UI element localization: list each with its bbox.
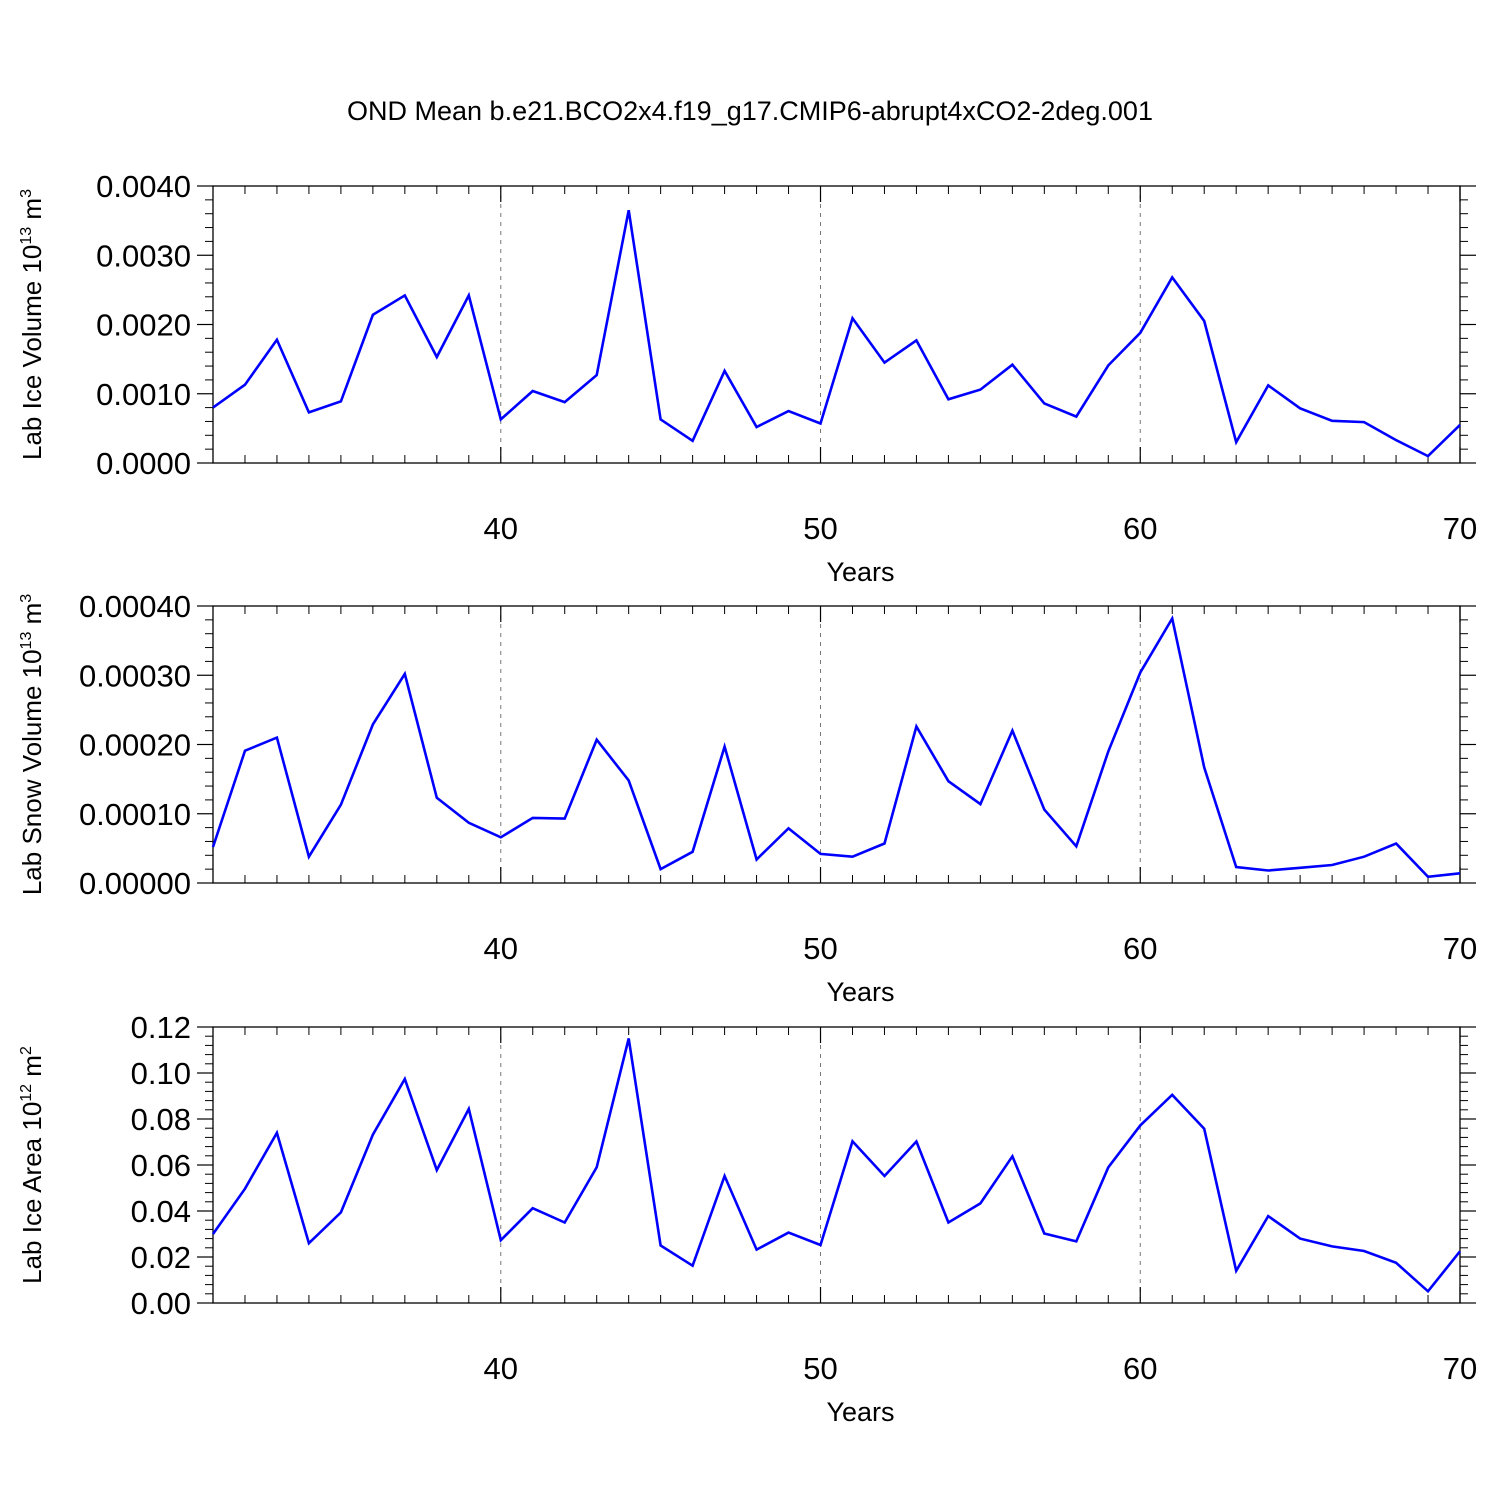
- y-tick-label: 0.0020: [96, 308, 191, 343]
- y-tick-label: 0.0030: [96, 238, 191, 273]
- y-tick-label: 0.0000: [96, 446, 191, 481]
- y-tick-label: 0.00020: [79, 728, 191, 763]
- y-tick-label: 0.00000: [79, 866, 191, 901]
- y-tick-label: 0.00040: [79, 589, 191, 624]
- plot-frame: [212, 1026, 1461, 1304]
- y-tick-label: 0.10: [131, 1056, 191, 1091]
- y-axis-label: Lab Ice Volume 1013 m3: [17, 189, 47, 460]
- y-tick-label: 0.08: [131, 1102, 191, 1137]
- panel-2: 40 50 60 70 0.00000 0.00010 0.00020 0.00030 0.00…: [17, 589, 1477, 1007]
- series-line: [212, 209, 1461, 458]
- x-tick-label: 60: [1123, 1351, 1157, 1386]
- plot-frame: [212, 605, 1461, 884]
- y-tick-label: 0.00010: [79, 797, 191, 832]
- y-tick-label: 0.0010: [96, 377, 191, 412]
- x-tick-label: 70: [1443, 931, 1477, 966]
- x-tick-label: 40: [484, 1351, 518, 1386]
- x-axis-label: Years: [826, 977, 894, 1007]
- x-tick-label: 50: [803, 931, 837, 966]
- y-tick-label: 0.00: [131, 1286, 191, 1321]
- chart-title: OND Mean b.e21.BCO2x4.f19_g17.CMIP6-abru…: [347, 96, 1153, 126]
- plot-frame: [212, 185, 1461, 464]
- x-tick-label: 70: [1443, 511, 1477, 546]
- panel-3: 40 50 60 70 0.00 0.02 0.04 0.06 0.08 0.10 0.12 Year…: [17, 1010, 1477, 1427]
- y-tick-label: 0.0040: [96, 169, 191, 204]
- x-axis-label: Years: [826, 1397, 894, 1427]
- y-tick-label: 0.04: [131, 1194, 191, 1229]
- x-tick-label: 50: [803, 511, 837, 546]
- x-tick-label: 60: [1123, 931, 1157, 966]
- y-axis-label: Lab Snow Volume 1013 m3: [17, 594, 47, 895]
- y-tick-label: 0.06: [131, 1148, 191, 1183]
- x-tick-label: 70: [1443, 1351, 1477, 1386]
- series-line: [211, 614, 1461, 879]
- x-axis-label: Years: [826, 557, 894, 587]
- y-tick-label: 0.00030: [79, 658, 191, 693]
- series-line: [211, 1038, 1462, 1294]
- y-tick-label: 0.12: [131, 1010, 191, 1045]
- x-tick-label: 50: [803, 1351, 837, 1386]
- x-tick-label: 40: [484, 511, 518, 546]
- panel-1: 40 50 60 70 0.0000 0.0010 0.0020 0.0030 0.0040 Ye…: [17, 169, 1477, 587]
- y-tick-label: 0.02: [131, 1240, 191, 1275]
- x-tick-label: 60: [1123, 511, 1157, 546]
- y-axis-label: Lab Ice Area 1012 m2: [17, 1046, 47, 1284]
- x-tick-label: 40: [484, 931, 518, 966]
